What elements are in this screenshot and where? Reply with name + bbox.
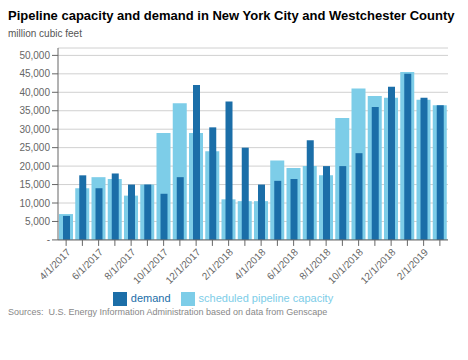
svg-text:8/1/2018: 8/1/2018 xyxy=(297,246,333,282)
html-text:demand: demand xyxy=(130,291,171,304)
svg-text:20,000: 20,000 xyxy=(19,161,50,172)
svg-text:12/1/2017: 12/1/2017 xyxy=(163,246,203,286)
svg-text:8/1/2017: 8/1/2017 xyxy=(102,246,138,282)
html-text:scheduled pipeline capacity: scheduled pipeline capacity xyxy=(198,291,334,304)
svg-text:45,000: 45,000 xyxy=(19,68,50,79)
svg-text:30,000: 30,000 xyxy=(19,124,50,135)
svg-text:2/1/2019: 2/1/2019 xyxy=(395,246,431,282)
html-text:Pipeline capacity and demand i: Pipeline capacity and demand in New York… xyxy=(8,8,455,23)
svg-text:5,000: 5,000 xyxy=(25,216,50,227)
svg-text:6/1/2017: 6/1/2017 xyxy=(70,246,106,282)
svg-text:50,000: 50,000 xyxy=(19,50,50,61)
svg-text:40,000: 40,000 xyxy=(19,87,50,98)
svg-text:10/1/2017: 10/1/2017 xyxy=(130,246,171,286)
svg-text:6/1/2018: 6/1/2018 xyxy=(265,246,301,282)
svg-text:10,000: 10,000 xyxy=(19,198,50,209)
svg-text:-: - xyxy=(47,234,50,245)
html-text:million cubic feet: million cubic feet xyxy=(8,28,82,39)
svg-text:10/1/2018: 10/1/2018 xyxy=(325,246,366,286)
svg-text:12/1/2018: 12/1/2018 xyxy=(358,246,398,286)
svg-text:35,000: 35,000 xyxy=(19,105,50,116)
svg-text:2/1/2018: 2/1/2018 xyxy=(200,246,236,282)
svg-text:15,000: 15,000 xyxy=(19,179,50,190)
svg-text:4/1/2017: 4/1/2017 xyxy=(37,246,73,282)
html-text:Sources: U.S. Energy Informati: Sources: U.S. Energy Information Adminis… xyxy=(8,307,328,317)
svg-text:25,000: 25,000 xyxy=(19,142,50,153)
svg-text:4/1/2018: 4/1/2018 xyxy=(232,246,268,282)
